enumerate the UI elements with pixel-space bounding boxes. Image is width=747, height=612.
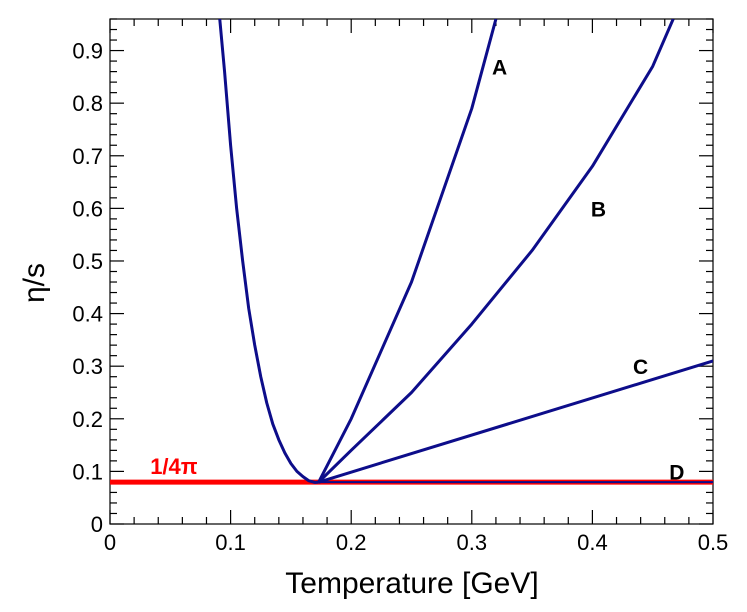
series-line-b (317, 19, 675, 484)
x-tick-label: 0 (104, 530, 116, 555)
axis-ticks (109, 18, 714, 525)
curve-label-c: C (633, 356, 648, 379)
y-tick-label: 0.1 (72, 459, 103, 484)
y-tick-label: 0.9 (72, 39, 103, 64)
hadron-gas-curve (218, 19, 319, 484)
y-tick-label: 0.4 (72, 302, 103, 327)
series-line-a (317, 19, 498, 483)
y-tick-label: 0.6 (72, 196, 103, 221)
tick-labels: 0 0.1 0.2 0.3 0.4 0.5 0 0.1 0.2 0.3 0.4 0.5 0.6 0.7 0.… (72, 39, 728, 555)
y-tick-label: 0.5 (72, 249, 103, 274)
y-tick-label: 0 (91, 512, 103, 537)
x-tick-label: 0.1 (215, 530, 246, 555)
y-tick-label: 0.7 (72, 144, 103, 169)
series-layer (110, 19, 713, 485)
curve-label-a: A (492, 56, 507, 79)
plot-frame (109, 18, 714, 525)
curve-label-d: D (669, 461, 684, 484)
x-tick-label: 0.5 (698, 530, 729, 555)
x-axis-title: Temperature [GeV] (285, 567, 538, 600)
curve-annotations: A B C D 1/4π (150, 56, 684, 484)
x-tick-label: 0.2 (336, 530, 367, 555)
y-tick-label: 0.2 (72, 407, 103, 432)
reference-label: 1/4π (150, 454, 198, 479)
y-tick-label: 0.3 (72, 354, 103, 379)
series-line-c (318, 359, 713, 484)
y-tick-label: 0.8 (72, 91, 103, 116)
x-tick-label: 0.4 (577, 530, 608, 555)
curve-label-b: B (591, 198, 606, 221)
y-axis-title: η/s (18, 263, 51, 303)
x-tick-label: 0.3 (457, 530, 488, 555)
